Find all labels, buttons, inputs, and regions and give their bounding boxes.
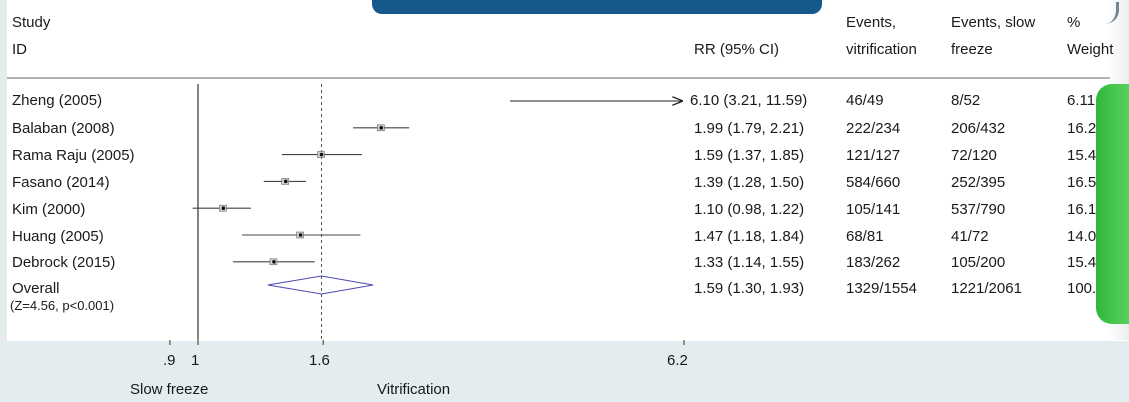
study-ci: 1.59 (1.37, 1.85) <box>694 147 805 164</box>
study-events-slow: 8/52 <box>951 92 981 109</box>
header-weight-2: Weight <box>1067 41 1114 58</box>
header-weight-1: % <box>1067 14 1081 31</box>
overall-events-slow: 1221/2061 <box>951 280 1022 297</box>
axis-label-vitrification: Vitrification <box>377 381 451 398</box>
header-events-slow-1: Events, slow <box>951 14 1036 31</box>
study-events-slow: 537/790 <box>951 201 1006 218</box>
axis-label-slow-freeze: Slow freeze <box>130 381 209 398</box>
point-estimate-3 <box>283 179 288 184</box>
study-events-vit: 105/141 <box>846 201 901 218</box>
study-ci: 1.33 (1.14, 1.55) <box>694 254 805 271</box>
header-study: Study <box>12 14 51 31</box>
study-id: Balaban (2008) <box>12 120 115 137</box>
study-id: Zheng (2005) <box>12 92 103 109</box>
tick-label-1: 1 <box>191 352 200 369</box>
header-events-vitrification-2: vitrification <box>846 41 917 58</box>
study-events-vit: 222/234 <box>846 120 901 137</box>
study-weight: 16.1 <box>1067 201 1097 218</box>
tick-label-6-2: 6.2 <box>667 352 688 369</box>
corner-curl-icon <box>1104 2 1119 24</box>
study-weight: 15.4 <box>1067 254 1097 271</box>
tick-label-1-6: 1.6 <box>309 352 330 369</box>
study-weight: 16.5 <box>1067 174 1097 191</box>
left-frame-border <box>0 0 7 402</box>
study-events-slow: 41/72 <box>951 228 989 245</box>
study-id: Kim (2000) <box>12 201 86 218</box>
study-events-slow: 105/200 <box>951 254 1006 271</box>
overall-stats: (Z=4.56, p<0.001) <box>10 298 115 313</box>
axis-band <box>0 341 1129 402</box>
study-weight: 14.0 <box>1067 228 1097 245</box>
top-banner <box>372 0 822 14</box>
point-estimate-2 <box>319 152 324 157</box>
study-id: Debrock (2015) <box>12 254 116 271</box>
header-events-vitrification-1: Events, <box>846 14 897 31</box>
study-ci: 1.10 (0.98, 1.22) <box>694 201 805 218</box>
study-events-vit: 121/127 <box>846 147 901 164</box>
study-weight: 15.4 <box>1067 147 1097 164</box>
study-id: Rama Raju (2005) <box>12 147 135 164</box>
overall-id: Overall <box>12 280 60 297</box>
study-weight: 6.11 <box>1067 92 1096 109</box>
study-events-slow: 72/120 <box>951 147 997 164</box>
study-id: Huang (2005) <box>12 228 104 245</box>
study-events-slow: 206/432 <box>951 120 1006 137</box>
point-estimate-1 <box>379 126 384 130</box>
point-estimate-6 <box>272 260 276 264</box>
point-estimate-5 <box>298 233 303 237</box>
header-rr: RR (95% CI) <box>694 41 780 58</box>
header-id: ID <box>12 41 27 58</box>
study-events-slow: 252/395 <box>951 174 1006 191</box>
study-events-vit: 584/660 <box>846 174 901 191</box>
study-id: Fasano (2014) <box>12 174 110 191</box>
pooled-diamond <box>267 275 374 295</box>
study-events-vit: 46/49 <box>846 92 884 109</box>
overall-ci: 1.59 (1.30, 1.93) <box>694 280 805 297</box>
study-ci: 1.39 (1.28, 1.50) <box>694 174 805 191</box>
point-estimate-4 <box>221 206 226 210</box>
overall-events-vit: 1329/1554 <box>846 280 917 297</box>
study-ci: 1.47 (1.18, 1.84) <box>694 228 805 245</box>
study-events-vit: 68/81 <box>846 228 884 245</box>
study-weight: 16.2 <box>1067 120 1097 137</box>
study-ci: 6.10 (3.21, 11.59) <box>690 92 808 109</box>
tick-label-0-9: .9 <box>163 352 176 369</box>
study-events-vit: 183/262 <box>846 254 901 271</box>
side-tab[interactable] <box>1096 84 1129 324</box>
study-ci: 1.99 (1.79, 2.21) <box>694 120 805 137</box>
header-events-slow-2: freeze <box>951 41 993 58</box>
overall-weight: 100. <box>1067 280 1097 297</box>
